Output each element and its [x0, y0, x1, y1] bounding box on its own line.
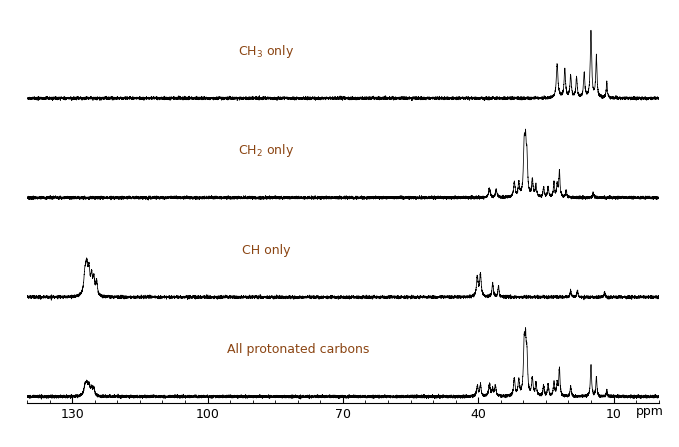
- Text: CH$_2$ only: CH$_2$ only: [238, 143, 294, 160]
- Text: ppm: ppm: [636, 405, 664, 418]
- Text: All protonated carbons: All protonated carbons: [227, 343, 369, 356]
- Text: CH only: CH only: [242, 244, 291, 257]
- Text: CH$_3$ only: CH$_3$ only: [238, 43, 294, 60]
